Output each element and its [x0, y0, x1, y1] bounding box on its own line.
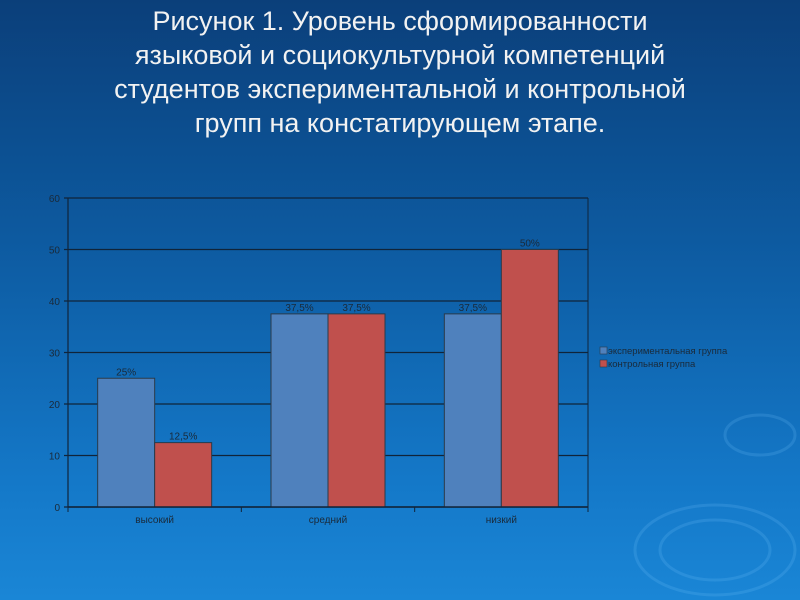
y-tick-label: 10 [49, 452, 61, 463]
y-tick-label: 50 [49, 246, 61, 257]
y-tick-label: 60 [49, 194, 61, 205]
bar [443, 313, 502, 508]
bar [500, 249, 559, 508]
legend-label: экспериментальная группа [608, 346, 728, 357]
decorative-ring [633, 503, 797, 597]
bar [270, 313, 329, 508]
legend-swatch [599, 359, 608, 368]
bar [97, 377, 156, 508]
x-tick-label: низкий [486, 515, 517, 526]
decorative-ring [723, 413, 797, 457]
y-tick-label: 20 [49, 400, 61, 411]
data-label: 37,5% [342, 303, 370, 314]
bar [154, 442, 213, 508]
bar [327, 313, 386, 508]
slide-title: Рисунок 1. Уровень сформированности язык… [114, 6, 686, 138]
y-tick-label: 30 [49, 349, 61, 360]
decorative-ring [658, 518, 772, 582]
x-tick-label: средний [309, 515, 347, 526]
y-tick-label: 0 [54, 503, 60, 514]
data-label: 12,5% [169, 432, 197, 443]
data-label: 37,5% [285, 303, 313, 314]
x-tick-label: высокий [135, 515, 174, 526]
data-label: 37,5% [459, 303, 487, 314]
legend-swatch [599, 346, 608, 355]
data-label: 25% [116, 367, 136, 378]
data-label: 50% [520, 239, 540, 250]
legend-label: контрольная группа [608, 359, 696, 370]
y-tick-label: 40 [49, 297, 61, 308]
